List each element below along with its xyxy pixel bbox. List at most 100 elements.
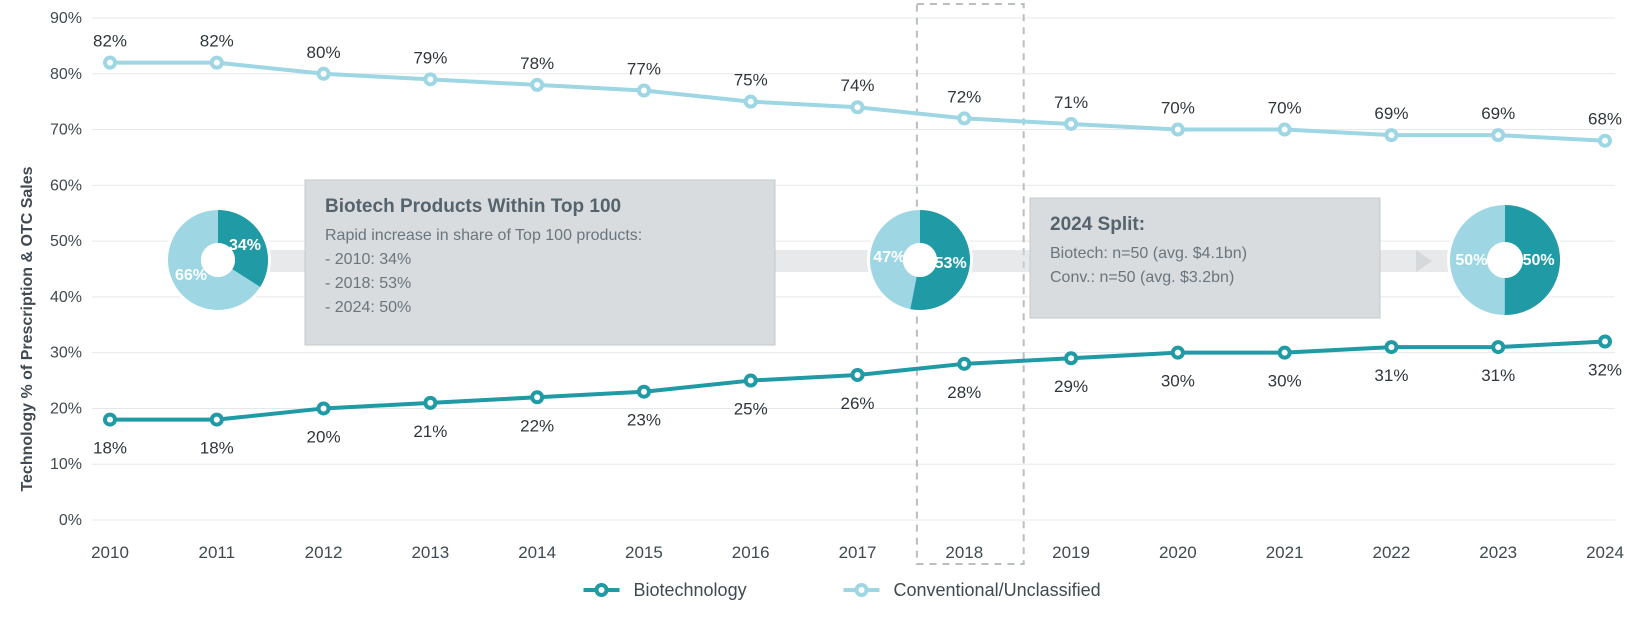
series-marker-inner (1282, 350, 1288, 356)
series-marker-inner (748, 99, 754, 105)
x-tick-label: 2017 (839, 543, 877, 562)
y-tick-label: 30% (50, 345, 82, 362)
y-tick-label: 90% (50, 10, 82, 27)
series-value-label: 82% (200, 32, 234, 51)
info-box-2024-split: 2024 Split:Biotech: n=50 (avg. $4.1bn)Co… (1030, 198, 1380, 318)
series-value-label: 82% (93, 32, 127, 51)
series-value-label: 31% (1481, 366, 1515, 385)
x-tick-label: 2024 (1586, 543, 1624, 562)
series-marker-inner (1495, 132, 1501, 138)
series-value-label: 79% (413, 48, 447, 67)
series-value-label: 30% (1161, 372, 1195, 391)
y-axis-title: Technology % of Prescription & OTC Sales (19, 166, 36, 491)
series-marker-inner (214, 417, 220, 423)
info-box-top100: Biotech Products Within Top 100 Rapid inc… (305, 180, 775, 345)
series-marker-inner (321, 71, 327, 77)
x-tick-label: 2011 (199, 543, 236, 562)
series-marker-inner (321, 405, 327, 411)
info-box-line: - 2024: 50% (325, 299, 411, 316)
series-marker-inner (855, 372, 861, 378)
y-tick-label: 60% (50, 177, 82, 194)
y-tick-label: 50% (50, 233, 82, 250)
info-box-title: Biotech Products Within Top 100 (325, 196, 621, 217)
series-value-label: 18% (93, 439, 127, 458)
x-tick-label: 2010 (91, 543, 129, 562)
biotech-share-chart: 0% 10% 20% 30% 40% 50% 60% 70% 80% 90% Technology … (0, 0, 1627, 621)
series-marker-inner (748, 378, 754, 384)
x-tick-label: 2023 (1479, 543, 1517, 562)
series-marker-inner (961, 115, 967, 121)
series-marker-inner (641, 88, 647, 94)
x-tick-label: 2013 (411, 543, 449, 562)
info-box-line: Conv.: n=50 (avg. $3.2bn) (1050, 269, 1234, 286)
series-marker-inner (107, 417, 113, 423)
series-value-label: 22% (520, 416, 554, 435)
series-marker-inner (534, 82, 540, 88)
donut-2010: 34% 66% (165, 207, 271, 313)
y-tick-label: 80% (50, 66, 82, 83)
donut-2024: 50%50% (1447, 202, 1563, 318)
series-marker-inner (1602, 138, 1608, 144)
series-marker-inner (641, 389, 647, 395)
series-value-label: 29% (1054, 377, 1088, 396)
donut-light-label: 47% (873, 249, 905, 266)
series-value-label: 80% (307, 43, 341, 62)
info-box-line: Rapid increase in share of Top 100 produ… (325, 227, 642, 244)
y-tick-label: 0% (59, 512, 82, 529)
y-tick-label: 10% (50, 456, 82, 473)
series-marker-inner (107, 60, 113, 66)
series-value-label: 75% (734, 71, 768, 90)
series-value-label: 68% (1588, 110, 1622, 129)
series-value-label: 20% (307, 427, 341, 446)
series-marker-inner (855, 104, 861, 110)
series-value-label: 25% (734, 400, 768, 419)
series-marker-inner (1175, 350, 1181, 356)
series-value-label: 72% (947, 87, 981, 106)
donut-dark-label: 34% (229, 237, 261, 254)
y-tick-label: 20% (50, 400, 82, 417)
legend-label-conventional: Conventional/Unclassified (894, 580, 1101, 600)
series-value-label: 23% (627, 411, 661, 430)
y-tick-label: 70% (50, 122, 82, 139)
series-marker-inner (1495, 344, 1501, 350)
series-marker-inner (214, 60, 220, 66)
series-value-label: 32% (1588, 361, 1622, 380)
series-value-label: 69% (1481, 104, 1515, 123)
x-tick-label: 2012 (305, 543, 343, 562)
info-box-line: - 2010: 34% (325, 251, 411, 268)
y-tick-label: 40% (50, 289, 82, 306)
series-marker-inner (427, 76, 433, 82)
series-marker-inner (1068, 121, 1074, 127)
series-value-label: 30% (1268, 372, 1302, 391)
info-box-title: 2024 Split: (1050, 214, 1145, 235)
x-tick-label: 2020 (1159, 543, 1197, 562)
donut-light-label: 66% (175, 267, 207, 284)
x-tick-label: 2019 (1052, 543, 1090, 562)
series-value-label: 21% (413, 422, 447, 441)
series-value-label: 18% (200, 439, 234, 458)
legend-label-biotech: Biotechnology (634, 580, 747, 600)
series-marker-inner (534, 394, 540, 400)
donut-dark-label: 53% (935, 255, 967, 272)
x-tick-label: 2022 (1373, 543, 1411, 562)
series-value-label: 31% (1374, 366, 1408, 385)
series-marker-inner (1282, 127, 1288, 133)
series-value-label: 28% (947, 383, 981, 402)
series-value-label: 78% (520, 54, 554, 73)
series-marker-inner (1068, 355, 1074, 361)
info-box-line: - 2018: 53% (325, 275, 411, 292)
series-value-label: 74% (840, 76, 874, 95)
series-value-label: 77% (627, 60, 661, 79)
series-marker-inner (961, 361, 967, 367)
donut-2018: 53% 47% (867, 207, 973, 313)
series-value-label: 70% (1161, 99, 1195, 118)
series-marker-inner (427, 400, 433, 406)
series-value-label: 70% (1268, 99, 1302, 118)
x-tick-label: 2016 (732, 543, 770, 562)
series-value-label: 69% (1374, 104, 1408, 123)
series-value-label: 26% (840, 394, 874, 413)
series-marker-inner (1388, 132, 1394, 138)
x-tick-label: 2014 (518, 543, 556, 562)
series-marker-inner (1602, 339, 1608, 345)
donut-dark-label: 50% (1523, 252, 1555, 269)
